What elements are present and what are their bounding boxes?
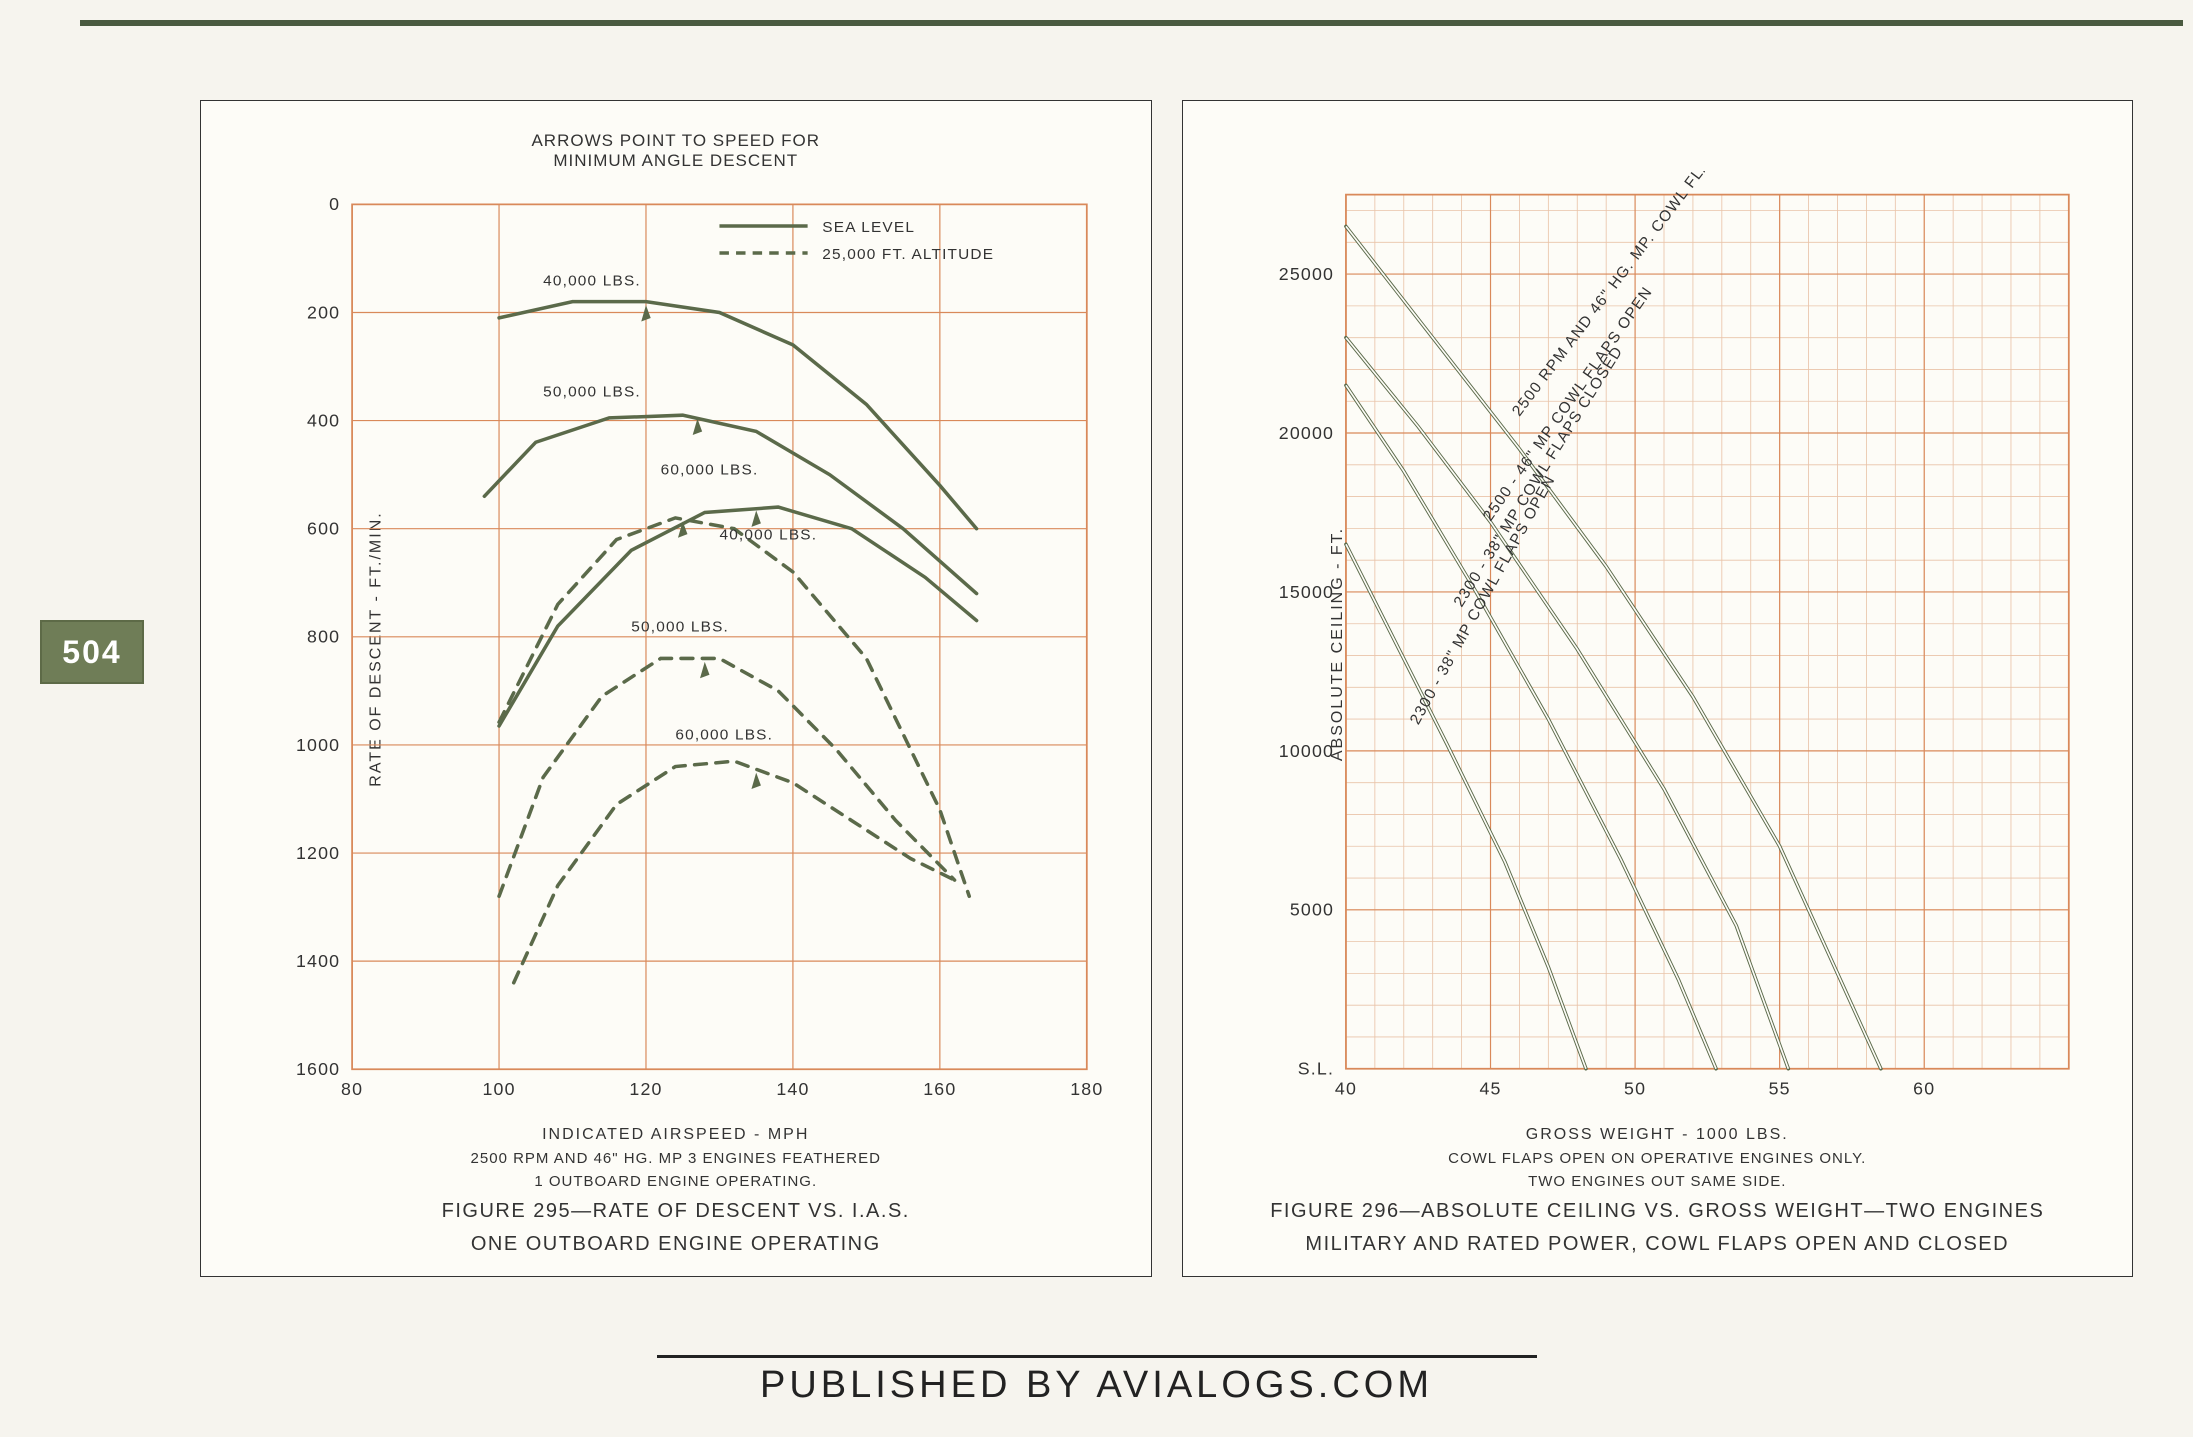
svg-text:1600: 1600 bbox=[296, 1059, 340, 1079]
svg-text:50,000 LBS.: 50,000 LBS. bbox=[631, 618, 729, 635]
svg-text:50,000 LBS.: 50,000 LBS. bbox=[543, 383, 641, 400]
footer: PUBLISHED BY AVIALOGS.COM bbox=[0, 1355, 2193, 1407]
svg-text:80: 80 bbox=[341, 1079, 363, 1099]
svg-text:25000: 25000 bbox=[1278, 264, 1333, 284]
svg-text:60,000 LBS.: 60,000 LBS. bbox=[661, 462, 759, 479]
svg-text:140: 140 bbox=[776, 1079, 809, 1099]
right-xlabel: GROSS WEIGHT - 1000 LBS. bbox=[1213, 1126, 2103, 1144]
svg-text:200: 200 bbox=[307, 302, 340, 322]
svg-text:1200: 1200 bbox=[296, 843, 340, 863]
svg-text:60,000 LBS.: 60,000 LBS. bbox=[675, 727, 773, 744]
right-chart: 40 45 50 55 60 S.L. 5000 10000 15000 20000 25000 25… bbox=[1263, 171, 2093, 1116]
svg-text:120: 120 bbox=[629, 1079, 662, 1099]
page-number-tab: 504 bbox=[40, 620, 144, 684]
svg-text:160: 160 bbox=[923, 1079, 956, 1099]
page: { "page_number":"504", "footer":"PUBLISH… bbox=[0, 0, 2193, 1437]
svg-text:10000: 10000 bbox=[1278, 741, 1333, 761]
right-caption2: MILITARY AND RATED POWER, COWL FLAPS OPE… bbox=[1213, 1233, 2103, 1256]
svg-text:40,000 LBS.: 40,000 LBS. bbox=[543, 273, 641, 290]
svg-text:50: 50 bbox=[1624, 1079, 1646, 1099]
svg-text:800: 800 bbox=[307, 627, 340, 647]
panels: ARROWS POINT TO SPEED FOR MINIMUM ANGLE … bbox=[200, 100, 2133, 1277]
svg-text:25,000 FT. ALTITUDE: 25,000 FT. ALTITUDE bbox=[822, 246, 994, 263]
left-chart: 80 100 120 140 160 180 0 200 400 600 800 1000 1200 14… bbox=[281, 181, 1111, 1116]
svg-text:400: 400 bbox=[307, 411, 340, 431]
left-caption1: FIGURE 295—RATE OF DESCENT VS. I.A.S. bbox=[231, 1200, 1121, 1223]
svg-text:20000: 20000 bbox=[1278, 423, 1333, 443]
left-panel: ARROWS POINT TO SPEED FOR MINIMUM ANGLE … bbox=[200, 100, 1152, 1277]
right-caption1: FIGURE 296—ABSOLUTE CEILING VS. GROSS WE… bbox=[1213, 1200, 2103, 1223]
svg-text:2500 - 46" MP COWL FLAPS OPEN: 2500 - 46" MP COWL FLAPS OPEN bbox=[1479, 284, 1655, 525]
svg-text:55: 55 bbox=[1768, 1079, 1790, 1099]
left-xlabel: INDICATED AIRSPEED - MPH bbox=[231, 1126, 1121, 1144]
svg-text:40,000 LBS.: 40,000 LBS. bbox=[719, 527, 817, 544]
left-top-note: ARROWS POINT TO SPEED FOR MINIMUM ANGLE … bbox=[231, 131, 1121, 171]
left-caption2: ONE OUTBOARD ENGINE OPERATING bbox=[231, 1233, 1121, 1256]
svg-text:0: 0 bbox=[329, 194, 340, 214]
svg-text:S.L.: S.L. bbox=[1297, 1059, 1333, 1079]
right-panel: ABSOLUTE CEILING - FT. 4045505560S.L.500… bbox=[1182, 100, 2134, 1277]
left-sub2: 1 OUTBOARD ENGINE OPERATING. bbox=[231, 1173, 1121, 1190]
right-sub1: COWL FLAPS OPEN ON OPERATIVE ENGINES ONL… bbox=[1213, 1150, 2103, 1167]
left-plot-wrap: RATE OF DESCENT - FT./MIN. 8010012014016… bbox=[281, 181, 1111, 1116]
svg-text:5000: 5000 bbox=[1289, 900, 1333, 920]
right-plot-wrap: ABSOLUTE CEILING - FT. 4045505560S.L.500… bbox=[1263, 171, 2093, 1116]
svg-text:40: 40 bbox=[1334, 1079, 1356, 1099]
top-rule bbox=[80, 20, 2183, 26]
svg-text:1000: 1000 bbox=[296, 735, 340, 755]
right-sub2: TWO ENGINES OUT SAME SIDE. bbox=[1213, 1173, 2103, 1190]
left-sub1: 2500 RPM AND 46" HG. MP 3 ENGINES FEATHE… bbox=[231, 1150, 1121, 1167]
footer-text: PUBLISHED BY AVIALOGS.COM bbox=[760, 1364, 1433, 1406]
svg-text:100: 100 bbox=[482, 1079, 515, 1099]
svg-text:1400: 1400 bbox=[296, 951, 340, 971]
svg-text:600: 600 bbox=[307, 519, 340, 539]
svg-text:60: 60 bbox=[1913, 1079, 1935, 1099]
svg-text:15000: 15000 bbox=[1278, 582, 1333, 602]
svg-text:180: 180 bbox=[1070, 1079, 1103, 1099]
svg-text:45: 45 bbox=[1479, 1079, 1501, 1099]
svg-text:SEA LEVEL: SEA LEVEL bbox=[822, 219, 915, 236]
footer-rule bbox=[657, 1355, 1537, 1358]
